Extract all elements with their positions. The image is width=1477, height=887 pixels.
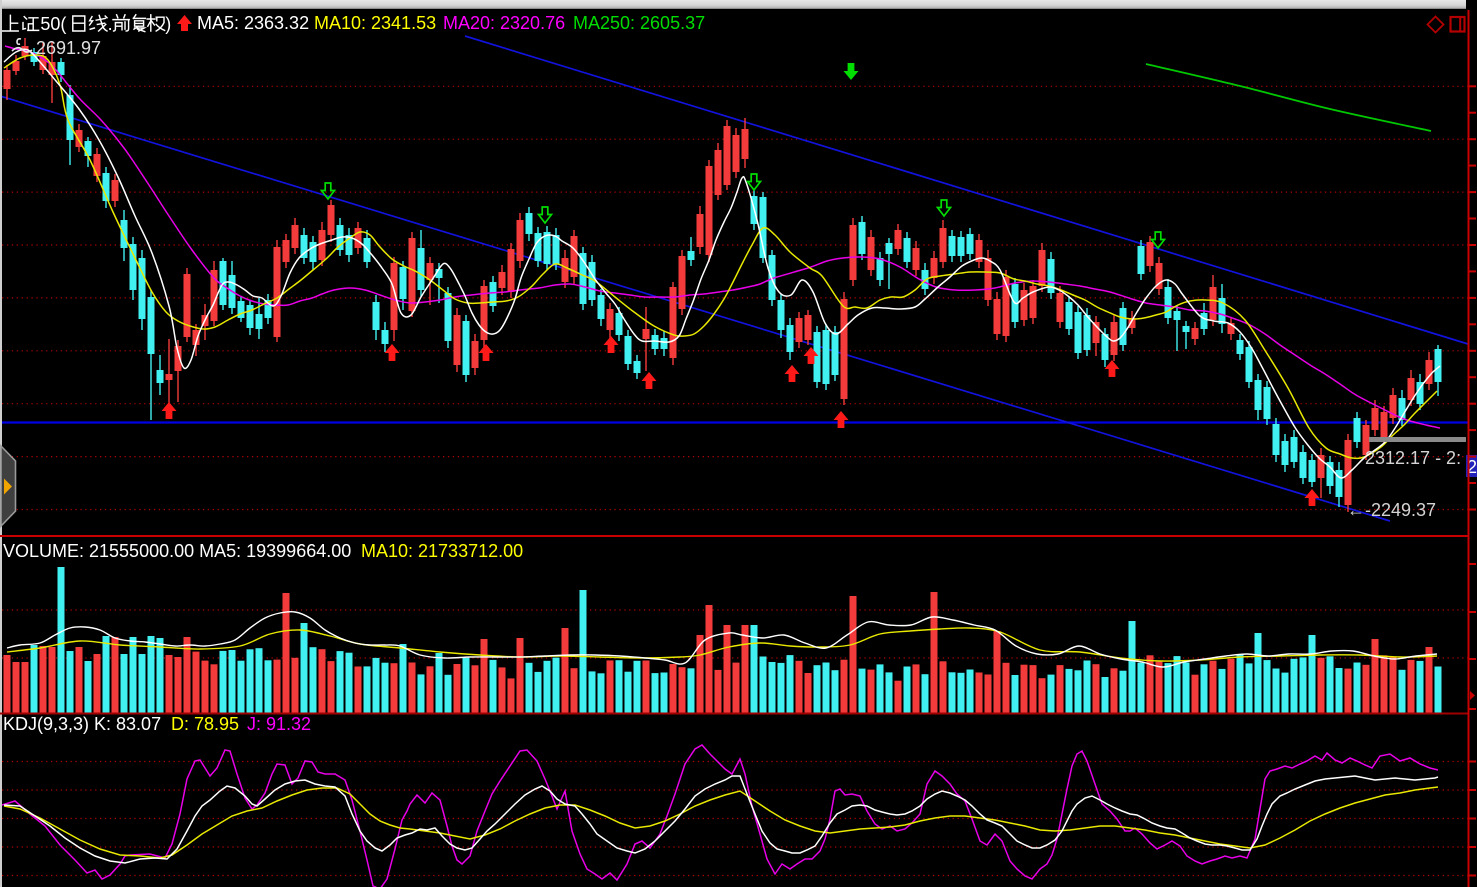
svg-text:50(: 50(	[40, 14, 66, 34]
svg-text:.: .	[108, 14, 113, 34]
svg-text:D: 78.95: D: 78.95	[171, 714, 239, 734]
svg-text:KDJ(9,3,3) K: 83.07: KDJ(9,3,3) K: 83.07	[3, 714, 161, 734]
svg-text:←-2249.37: ←-2249.37	[1347, 500, 1436, 520]
svg-text:MA20: 2320.76: MA20: 2320.76	[443, 13, 565, 33]
svg-text:2: 2	[1467, 457, 1477, 477]
svg-text:2691.97: 2691.97	[36, 38, 101, 58]
svg-text:MA250: 2605.37: MA250: 2605.37	[573, 13, 705, 33]
svg-text:2312.17 - 2:: 2312.17 - 2:	[1365, 448, 1461, 468]
svg-text:MA10: 21733712.00: MA10: 21733712.00	[361, 541, 523, 561]
svg-text:MA10: 2341.53: MA10: 2341.53	[314, 13, 436, 33]
svg-text:MA5: 2363.32: MA5: 2363.32	[197, 13, 309, 33]
svg-text:): )	[165, 14, 171, 34]
svg-text:VOLUME: 21555000.00 MA5: 19399: VOLUME: 21555000.00 MA5: 19399664.00	[3, 541, 351, 561]
svg-text:J: 91.32: J: 91.32	[247, 714, 311, 734]
